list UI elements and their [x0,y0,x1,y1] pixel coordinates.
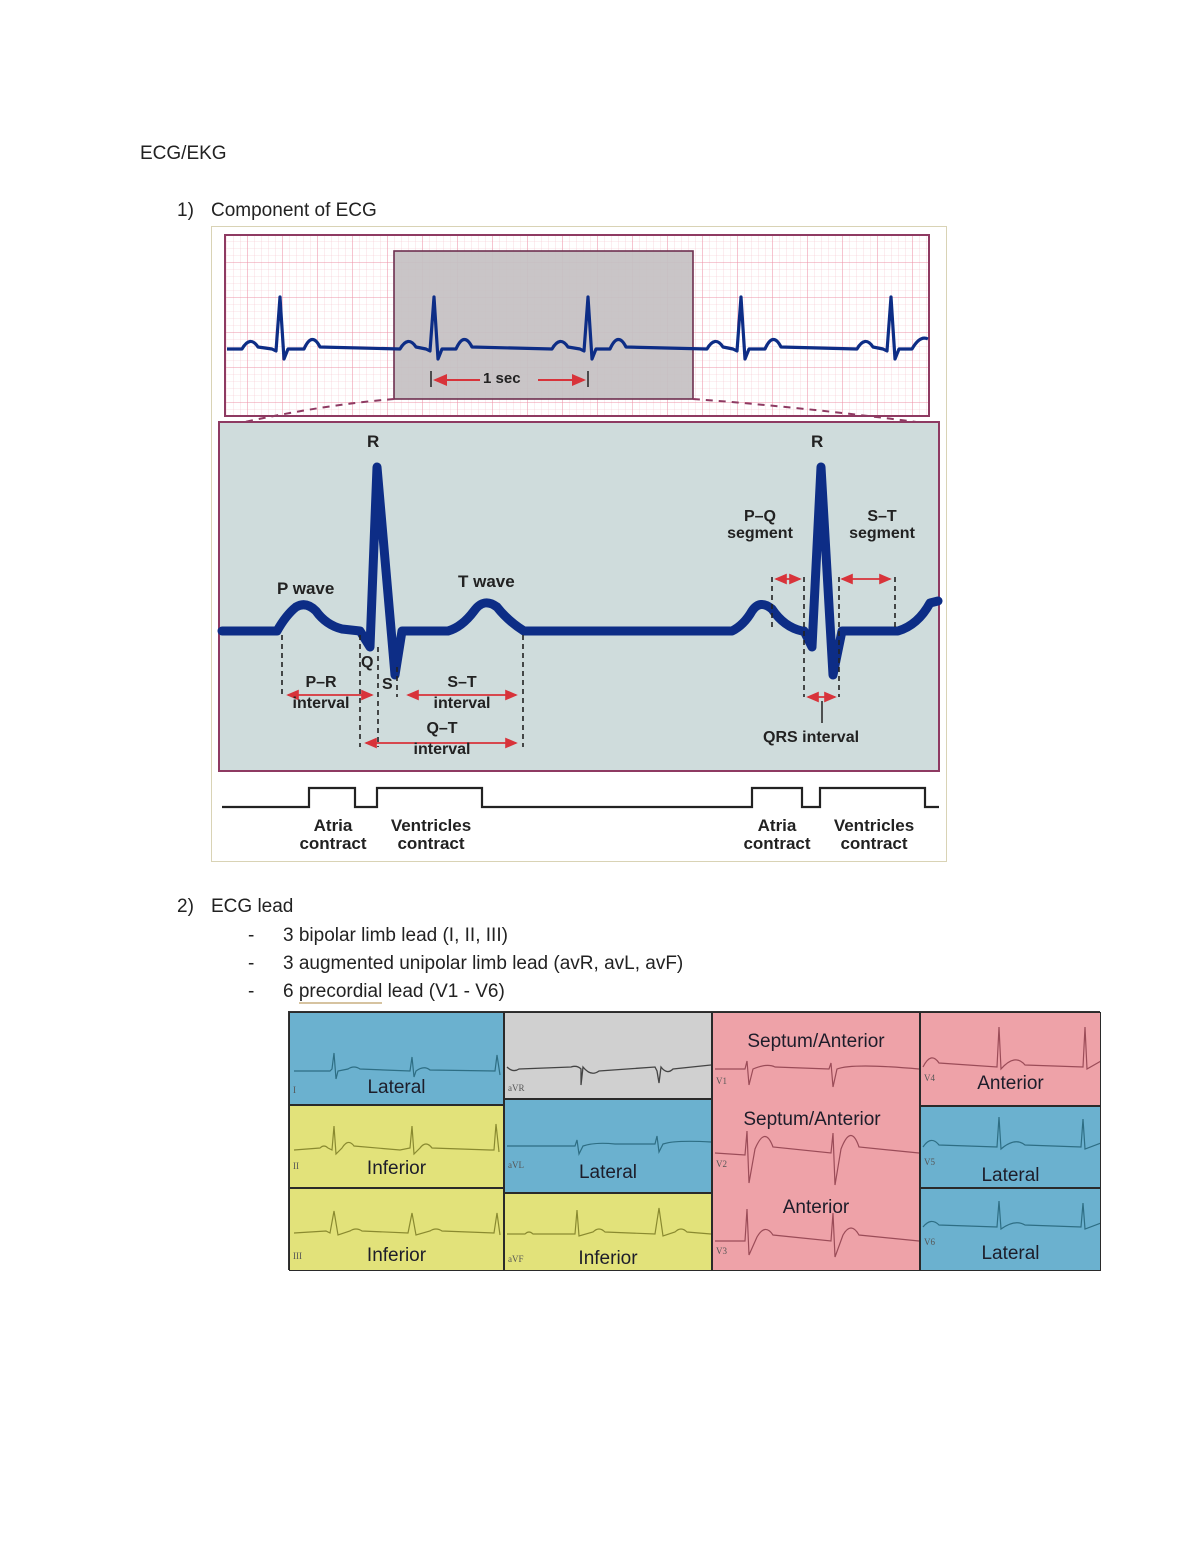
region-label: Lateral [367,1077,426,1098]
lead-tag: II [293,1161,299,1171]
lead-cell-v4: V4 Anterior [920,1012,1101,1106]
ventricles-contract-label-1: Ventricles contract [390,816,472,853]
qrs-interval-label: QRS interval [763,729,860,746]
r-peak-label-left: R [367,432,380,451]
region-label: Inferior [366,1245,427,1266]
lead-cell-v6: V6 Lateral [920,1188,1101,1271]
ecg-components-diagram [217,234,943,809]
p-wave-label: P wave [277,579,335,598]
ventricles-contract-label-2: Ventricles contract [833,816,915,853]
ecg-components-figure: R R P wave T wave Q S P–R interval S–T i… [211,226,947,862]
lead-cell-i: I Lateral [289,1012,504,1105]
bullet-augmented-limb-lead: 3 augmented unipolar limb lead (avR, avL… [283,953,684,974]
lead-tag: aVF [508,1254,524,1264]
bullet-marker: - [248,925,255,946]
atria-contract-label-2: Atria contract [743,816,811,853]
st-segment-label: S–T segment [849,508,915,542]
lead-tag: V6 [924,1237,935,1247]
lead-tag: I [293,1085,296,1095]
region-label: Lateral [981,1243,1040,1264]
detail-panel [217,421,943,772]
region-label: Anterior [977,1073,1044,1094]
lead-tag: V4 [924,1073,935,1083]
lead-tag: V2 [716,1159,727,1169]
bullet-bipolar-limb-lead: 3 bipolar limb lead (I, II, III) [283,925,508,946]
lead-tag: V1 [716,1076,727,1086]
lead-cell-v5: V5 Lateral [920,1106,1101,1188]
region-label: Lateral [981,1165,1040,1186]
one-second-label: 1 sec [483,370,521,387]
section-2-heading: ECG lead [211,896,294,917]
bullet-marker: - [248,953,255,974]
lead-tag: V5 [924,1157,935,1167]
contraction-trace [222,786,939,809]
spellcheck-underlined-word: precordial [298,981,383,1004]
qt-interval-label: Q–T interval [413,720,471,758]
region-label: Inferior [366,1158,427,1179]
region-label-v2: Septum/Anterior [743,1109,881,1130]
lead-cell-avr: aVR [504,1012,712,1099]
lead-cell-avf: aVF Inferior [504,1193,712,1271]
lead-cell-avl: aVL Lateral [504,1099,712,1193]
lead-tag: aVL [508,1160,524,1170]
region-label: Inferior [578,1248,638,1269]
t-wave-label: T wave [458,572,515,591]
atria-contract-label-1: Atria contract [299,816,367,853]
rhythm-strip [224,234,930,424]
s-label: S [382,676,393,693]
section-1-number: 1) [177,200,194,221]
lead-cell-ii: II Inferior [289,1105,504,1188]
pr-interval-label: P–R interval [292,674,350,712]
st-interval-label: S–T interval [433,674,491,712]
region-label: Lateral [578,1162,638,1183]
lead-tag: V3 [716,1246,727,1256]
document-title: ECG/EKG [140,143,227,164]
section-2-number: 2) [177,896,194,917]
section-1-heading: Component of ECG [211,200,377,221]
lead-tag: aVR [508,1083,525,1093]
bullet-marker: - [248,981,255,1002]
bullet-precordial-lead: 6 precordial lead (V1 - V6) [283,981,505,1004]
region-label-v1: Septum/Anterior [747,1031,885,1052]
pq-segment-label: P–Q segment [727,508,793,542]
r-peak-label-right: R [811,432,824,451]
q-label: Q [361,654,374,671]
lead-cell-iii: III Inferior [289,1188,504,1271]
ecg-lead-territory-grid: I Lateral II Inferior III Inferior aVR a… [288,1011,1101,1271]
lead-tag: III [293,1251,302,1261]
lead-column-v1-v3: V1 V2 V3 Septum/Anterior Septum/Anterior… [712,1012,920,1271]
region-label-v3: Anterior [782,1197,850,1218]
